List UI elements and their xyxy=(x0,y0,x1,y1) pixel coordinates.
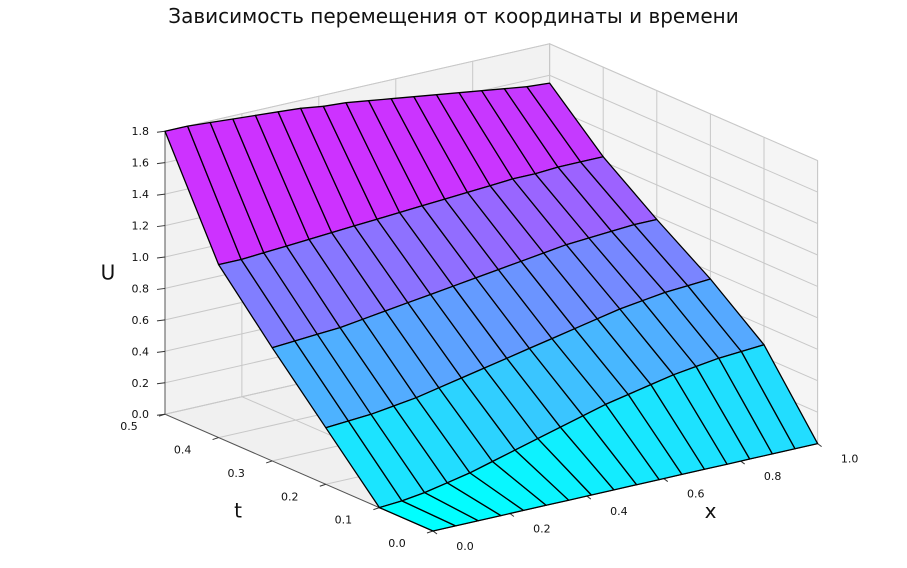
x-tick-label: 0.2 xyxy=(533,523,551,536)
z-tick xyxy=(156,287,166,290)
t-tick xyxy=(426,530,434,534)
z-axis-label: U xyxy=(101,261,116,285)
z-tick xyxy=(156,130,166,133)
t-tick xyxy=(373,507,380,511)
z-tick xyxy=(156,225,166,228)
z-tick-label: 1.8 xyxy=(132,125,150,138)
surface-patch xyxy=(740,344,819,450)
t-tick xyxy=(212,437,219,441)
t-tick-label: 0.0 xyxy=(388,537,406,550)
z-tick-label: 0.8 xyxy=(132,282,150,295)
t-tick-label: 0.5 xyxy=(120,420,138,433)
x-axis-label: x xyxy=(705,499,717,523)
t-axis-label: t xyxy=(234,499,242,523)
grid-line-z xyxy=(164,43,818,162)
z-tick-label: 1.0 xyxy=(132,251,150,264)
z-tick xyxy=(156,193,166,196)
z-tick-label: 0.4 xyxy=(132,345,150,358)
t-tick xyxy=(266,460,273,464)
t-tick xyxy=(319,483,326,487)
x-tick-label: 0.0 xyxy=(456,540,474,553)
t-tick-label: 0.1 xyxy=(335,514,353,527)
x-tick-label: 1.0 xyxy=(841,453,859,466)
t-tick-label: 0.4 xyxy=(174,444,192,457)
chart-title: Зависимость перемещения от координаты и … xyxy=(168,4,739,28)
z-tick xyxy=(156,413,166,416)
z-tick-label: 0.2 xyxy=(132,377,150,390)
t-tick-label: 0.2 xyxy=(281,490,299,503)
z-tick xyxy=(156,256,166,259)
x-tick-label: 0.8 xyxy=(764,470,782,483)
x-tick-label: 0.4 xyxy=(610,505,628,518)
z-tick xyxy=(156,350,166,353)
z-tick-label: 0.6 xyxy=(132,314,150,327)
z-tick-label: 1.4 xyxy=(132,188,150,201)
z-tick xyxy=(156,319,166,322)
x-tick-label: 0.6 xyxy=(687,488,705,501)
z-tick-label: 1.6 xyxy=(132,157,150,170)
z-tick-label: 1.2 xyxy=(132,220,150,233)
z-tick xyxy=(156,162,166,165)
z-tick xyxy=(156,382,166,385)
t-tick-label: 0.3 xyxy=(227,467,245,480)
x-tick xyxy=(817,443,822,448)
z-tick-label: 0.0 xyxy=(132,408,150,421)
